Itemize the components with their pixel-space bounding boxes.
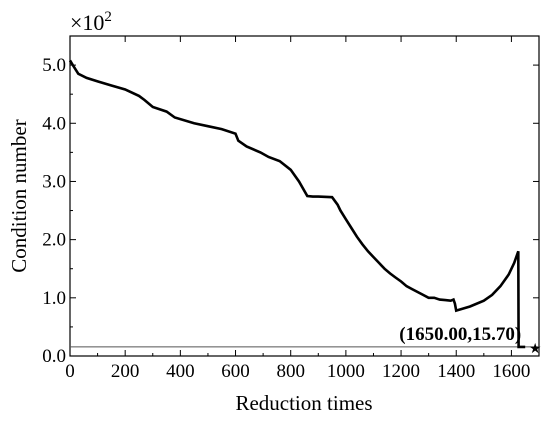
x-tick-label: 1000 (327, 361, 365, 382)
y-tick-label: 3.0 (42, 171, 66, 192)
annotation-marker: ★ (529, 341, 542, 357)
y-axis-label: Condition number (7, 119, 31, 272)
plot-frame (69, 35, 540, 357)
x-tick-label: 400 (166, 361, 195, 382)
series-line (68, 59, 526, 349)
y-tick-label: 4.0 (42, 113, 66, 134)
y-multiplier: ×102 (70, 9, 112, 35)
y-tick-label: 2.0 (42, 230, 66, 251)
x-tick-label: 200 (111, 361, 140, 382)
x-axis-label: Reduction times (235, 391, 372, 415)
x-tick-label: 1200 (382, 361, 420, 382)
x-tick-label: 0 (65, 361, 75, 382)
x-tick-label: 600 (221, 361, 250, 382)
x-tick-label: 1600 (492, 361, 530, 382)
y-tick-label: 5.0 (42, 55, 66, 76)
annotation-label: (1650.00,15.70) (399, 324, 521, 345)
y-multiplier-exponent: 2 (104, 9, 112, 25)
y-tick-label: 0.0 (42, 346, 66, 367)
x-tick-label: 1400 (437, 361, 475, 382)
y-tick-label: 1.0 (42, 288, 66, 309)
x-tick-label: 800 (276, 361, 305, 382)
y-multiplier-base: ×10 (70, 10, 104, 35)
